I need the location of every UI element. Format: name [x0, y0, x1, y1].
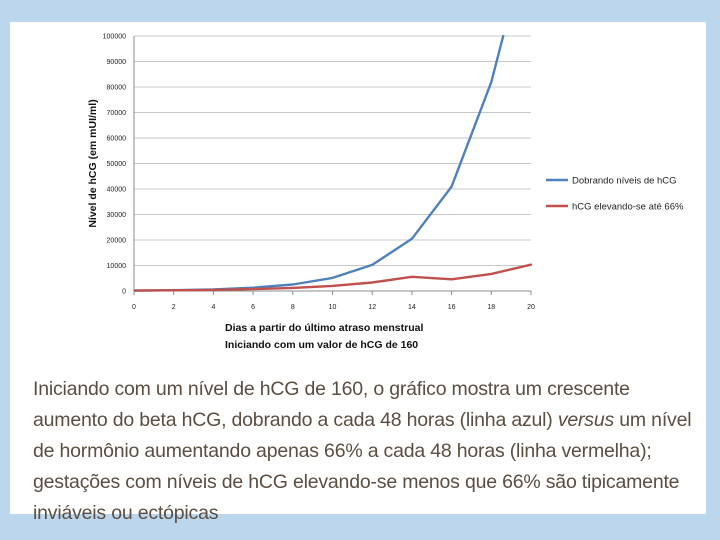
- chart-caption: Iniciando com um nível de hCG de 160, o …: [33, 374, 697, 529]
- series-line-2: [134, 263, 533, 292]
- x-tick-label: 20: [527, 304, 535, 311]
- y-tick-label: 50000: [107, 161, 127, 168]
- x-tick-label: 16: [448, 304, 456, 311]
- x-tick-label: 4: [211, 304, 215, 311]
- x-axis-title-line-2: Iniciando com um valor de hCG de 160: [225, 339, 418, 351]
- y-tick-label: 0: [122, 289, 126, 296]
- x-tick-label: 12: [368, 304, 376, 311]
- legend-label-1: Dobrando níveis de hCG: [572, 176, 677, 187]
- caption-part-2: um nível de hormônio aumentando apenas 6…: [33, 409, 692, 524]
- x-tick-label: 0: [132, 304, 136, 311]
- y-tick-label: 100000: [103, 34, 126, 41]
- x-tick-label: 8: [291, 304, 295, 311]
- y-tick-label: 80000: [107, 85, 127, 92]
- x-tick-label: 18: [487, 304, 495, 311]
- y-tick-label: 60000: [107, 136, 127, 143]
- slide: 0 10000 20000 30000 40000 50000 60000 70000 8000…: [10, 22, 706, 524]
- y-tick-label: 40000: [107, 187, 127, 194]
- y-axis-title: Nível de hCG (em mUI/ml): [87, 99, 99, 227]
- legend-label-2: hCG elevando-se até 66%: [572, 202, 684, 213]
- x-tick-label: 2: [172, 304, 176, 311]
- y-tick-label: 70000: [107, 110, 127, 117]
- caption-italic: versus: [557, 409, 615, 431]
- x-tick-label: 14: [408, 304, 416, 311]
- x-axis-title-line-1: Dias a partir do último atraso menstrual: [225, 322, 423, 334]
- y-tick-label: 10000: [107, 263, 127, 270]
- x-tick-label: 6: [251, 304, 255, 311]
- y-tick-label: 30000: [107, 212, 127, 219]
- y-tick-label: 20000: [107, 238, 127, 245]
- caption-part-1: Iniciando com um nível de hCG de 160, o …: [33, 378, 630, 431]
- y-tick-label: 90000: [107, 59, 127, 66]
- hcg-line-chart: 0 10000 20000 30000 40000 50000 60000 70000 8000…: [87, 34, 684, 352]
- x-tick-label: 10: [329, 304, 337, 311]
